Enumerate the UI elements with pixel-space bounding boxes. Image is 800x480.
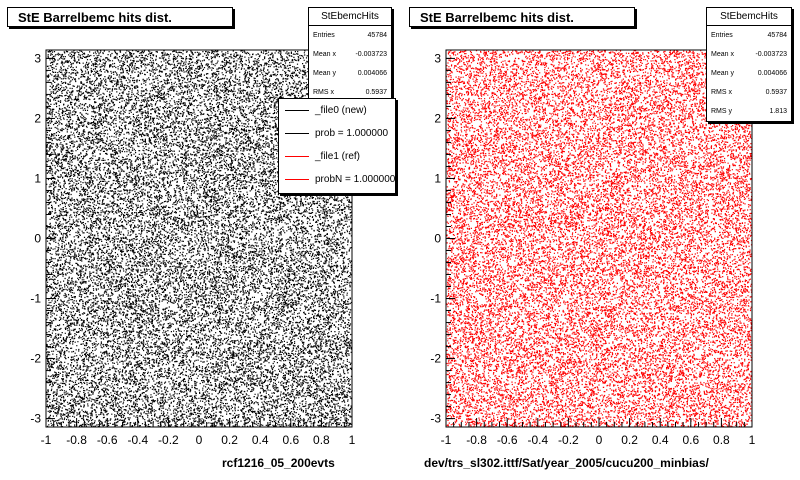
right-x-tick-label: -0.6 (497, 433, 518, 447)
left-legend: _file0 (new) prob = 1.000000 _file1 (ref… (278, 98, 396, 194)
left-x-tick-label: -0.8 (66, 433, 87, 447)
legend-entry-file1: _file1 (ref) (279, 145, 395, 168)
right-x-tick-label: -0.8 (466, 433, 487, 447)
left-y-tick-label: 3 (34, 51, 41, 65)
legend-entry-prob: prob = 1.000000 (279, 122, 395, 145)
left-scatter-plot: -1 -0.8 -0.6 -0.4 -0.2 0 0.2 0.4 0.6 0.8 1 -3 -2 -1 0 1… (30, 49, 356, 447)
left-y-tick-label: -2 (30, 352, 41, 366)
right-x-tick-label: 0.2 (621, 433, 638, 447)
left-x-tick-label: -0.6 (97, 433, 118, 447)
right-x-axis-label: dev/trs_sl302.ittf/Sat/year_2005/cucu200… (424, 456, 709, 470)
left-x-tick-label: 0.4 (252, 433, 269, 447)
right-stats-row-mean-x: Mean x -0.003723 (711, 51, 787, 58)
left-x-tick-label: 0 (196, 433, 203, 447)
right-y-tick-label: 3 (434, 51, 441, 65)
left-y-tick-label: 0 (34, 232, 41, 246)
right-stats-row-rms-y: RMS y 1.813 (711, 108, 787, 115)
right-stats-title: StEbemcHits (707, 8, 791, 26)
right-stats-row-rms-x: RMS x 0.5937 (711, 89, 787, 96)
left-stats-row-entries: Entries 45784 (313, 32, 387, 39)
left-stats-row-mean-y: Mean y 0.004066 (313, 70, 387, 77)
right-y-tick-label: -3 (430, 412, 441, 426)
right-stats-row-mean-y: Mean y 0.004066 (711, 70, 787, 77)
legend-line-black (285, 133, 309, 134)
left-x-tick-label: 0.2 (221, 433, 238, 447)
right-x-tick-label: -0.2 (558, 433, 579, 447)
right-x-tick-label: -1 (441, 433, 452, 447)
right-x-tick-label: 0.4 (652, 433, 669, 447)
left-x-tick-label: -0.2 (158, 433, 179, 447)
left-stats-title: StEbemcHits (309, 8, 391, 26)
legend-entry-file0: _file0 (new) (279, 99, 395, 122)
right-x-tick-label: 1 (749, 433, 756, 447)
right-scatter-plot: -1 -0.8 -0.6 -0.4 -0.2 0 0.2 0.4 0.6 0.8 1 -3 -2 -1 0 1… (430, 49, 756, 447)
right-chart-panel: -1 -0.8 -0.6 -0.4 -0.2 0 0.2 0.4 0.6 0.8 1 -3 -2 -1 0 1… (400, 0, 800, 480)
left-scatter-points (46, 50, 353, 428)
right-y-tick-label: -2 (430, 352, 441, 366)
left-x-tick-label: 0.6 (282, 433, 299, 447)
right-y-tick-label: -1 (430, 292, 441, 306)
left-y-tick-label: 1 (34, 171, 41, 185)
right-stats-box: StEbemcHits Entries 45784 Mean x -0.003723… (706, 7, 792, 122)
left-x-tick-label: 1 (349, 433, 356, 447)
left-y-tick-label: -1 (30, 292, 41, 306)
right-y-tick-label: 2 (434, 111, 441, 125)
left-stats-box: StEbemcHits Entries 45784 Mean x -0.003723… (308, 7, 392, 103)
left-chart-title: StE Barrelbemc hits dist. (7, 7, 233, 27)
left-stats-row-mean-x: Mean x -0.003723 (313, 51, 387, 58)
left-stats-row-rms-x: RMS x 0.5937 (313, 89, 387, 96)
left-x-axis-label: rcf1216_05_200evts (222, 456, 335, 470)
right-x-tick-label: 0 (596, 433, 603, 447)
right-chart-title: StE Barrelbemc hits dist. (409, 7, 635, 27)
legend-entry-probn: probN = 1.000000 (279, 168, 395, 191)
right-y-tick-label: 1 (434, 171, 441, 185)
left-x-tick-label: 0.8 (313, 433, 330, 447)
right-x-tick-label: 0.6 (682, 433, 699, 447)
left-x-tick-label: -0.4 (127, 433, 148, 447)
right-y-tick-label: 0 (434, 232, 441, 246)
left-chart-panel: -1 -0.8 -0.6 -0.4 -0.2 0 0.2 0.4 0.6 0.8 1 -3 -2 -1 0 1… (7, 7, 396, 470)
right-x-tick-label: -0.4 (527, 433, 548, 447)
left-x-tick-label: -1 (41, 433, 52, 447)
legend-line-red (285, 156, 309, 157)
legend-line-black (285, 110, 309, 111)
left-y-tick-label: -3 (30, 412, 41, 426)
legend-line-red (285, 179, 309, 180)
right-stats-row-entries: Entries 45784 (711, 32, 787, 39)
left-y-tick-label: 2 (34, 111, 41, 125)
right-x-tick-label: 0.8 (713, 433, 730, 447)
